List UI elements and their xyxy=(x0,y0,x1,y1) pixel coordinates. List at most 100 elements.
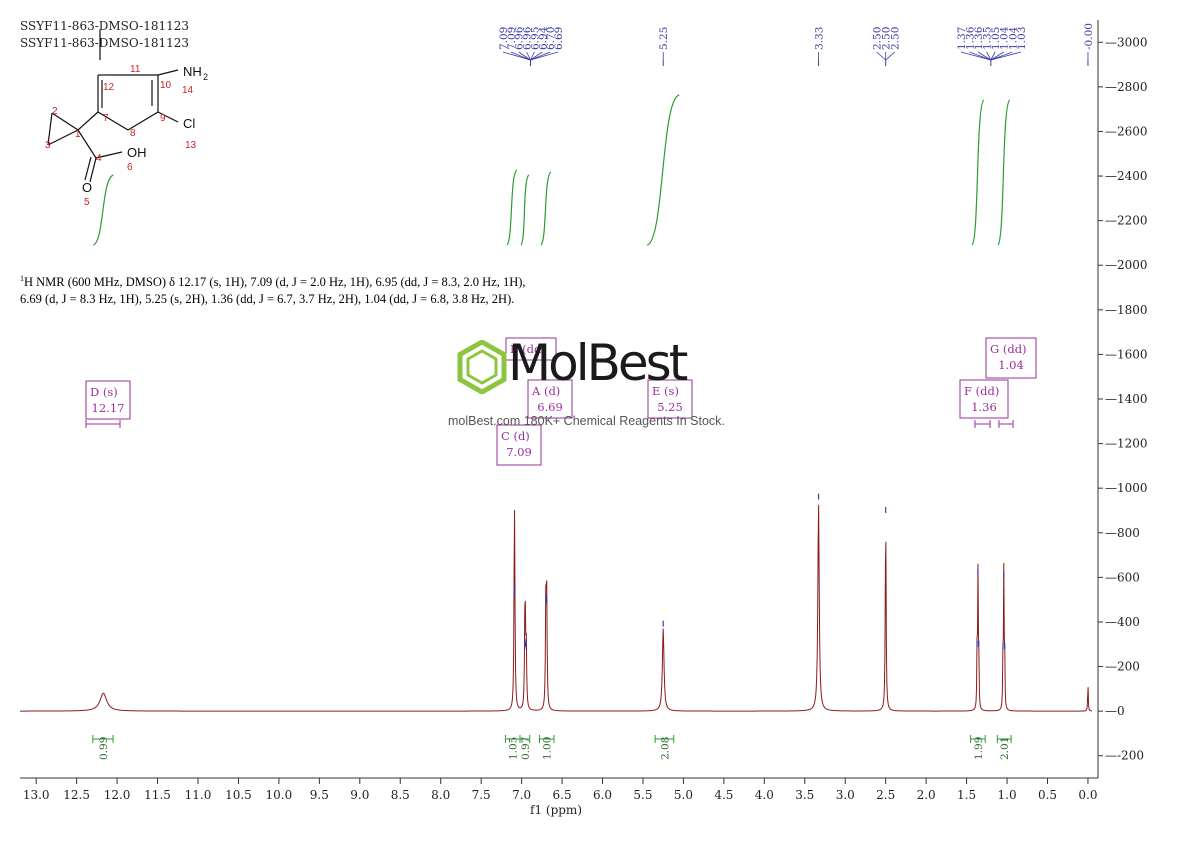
peak-shift-label: 1.36 xyxy=(973,26,985,50)
watermark-brand: MolBest xyxy=(508,334,688,392)
peak-label-leader xyxy=(502,51,531,61)
multiplet-box xyxy=(496,424,542,466)
peak-label-leader xyxy=(510,51,531,61)
multiplet-box xyxy=(985,337,1037,379)
y-tick-label: —1400 xyxy=(1105,392,1148,406)
y-tick-label: —1600 xyxy=(1105,347,1148,361)
peak-shift-label: 7.09 xyxy=(498,27,510,50)
peak-shift-label: 1.04 xyxy=(1007,26,1019,50)
peak-shift-label: 6.94 xyxy=(537,26,549,50)
structure-bond xyxy=(51,112,79,131)
structure-atom-label: OH xyxy=(127,145,147,160)
structure-atom-label: 7 xyxy=(103,113,109,124)
y-tick-label: —800 xyxy=(1105,526,1140,540)
peak-label-leader xyxy=(530,51,543,61)
peak-shift-label: 2.50 xyxy=(881,27,893,50)
peak-label-leader xyxy=(990,51,1021,61)
x-tick-label: 11.0 xyxy=(185,788,212,802)
structure-bond xyxy=(47,112,53,146)
peak-shift-label: 6.95 xyxy=(529,27,541,50)
structure-atom-label: 9 xyxy=(160,113,166,124)
peak-shift-label: 6.96 xyxy=(522,26,534,50)
structure-atom-label: 4 xyxy=(96,153,102,164)
multiplet-label: G (dd) xyxy=(990,342,1027,356)
peak-label-leader xyxy=(530,51,535,61)
x-tick-label: 0.0 xyxy=(1078,788,1097,802)
peak-shift-label: 6.70 xyxy=(545,27,557,50)
multiplet-shift: 7.09 xyxy=(506,445,532,459)
peak-shift-label: 1.36 xyxy=(964,26,976,50)
structure-bond xyxy=(97,111,129,131)
y-tick-label: —2400 xyxy=(1105,169,1148,183)
peak-shift-label: -0.00 xyxy=(1083,23,1095,50)
x-tick-label: 10.0 xyxy=(266,788,293,802)
peak-label-leader xyxy=(990,51,996,61)
x-tick-label: 13.0 xyxy=(23,788,50,802)
multiplet-label: B (dd) xyxy=(510,342,546,356)
sample-id-line-2: SSYF11-863-DMSO-181123 xyxy=(20,36,190,50)
integral-value: 2.01 xyxy=(999,737,1011,760)
structure-bond xyxy=(89,157,97,183)
structure-bond xyxy=(127,111,159,131)
y-tick-label: —3000 xyxy=(1105,35,1148,49)
structure-bond xyxy=(84,156,92,181)
multiplet-shift: 1.04 xyxy=(998,358,1024,372)
structure-atom-label: NH xyxy=(183,64,202,79)
x-tick-label: 5.5 xyxy=(633,788,652,802)
structure-atom-label: 5 xyxy=(84,197,90,208)
peak-label-leader xyxy=(526,51,531,61)
peak-label-leader xyxy=(885,51,895,61)
multiplet-shift: 5.25 xyxy=(657,400,683,414)
peak-shift-label: 1.04 xyxy=(999,26,1011,50)
multiplet-box xyxy=(527,379,573,419)
y-tick-label: —1800 xyxy=(1105,303,1148,317)
sample-id-line-1: SSYF11-863-DMSO-181123 xyxy=(20,19,190,33)
x-tick-label: 1.5 xyxy=(957,788,976,802)
peak-label-leader xyxy=(977,51,992,61)
structure-atom-label: 10 xyxy=(160,80,172,91)
y-tick-label: —200 xyxy=(1105,660,1140,674)
x-tick-label: 3.0 xyxy=(836,788,855,802)
nmr-isotope: 1 xyxy=(20,274,24,283)
multiplet-label: D (s) xyxy=(90,385,118,399)
structure-atom-label: Cl xyxy=(183,116,195,131)
structure-atom-label: 13 xyxy=(185,140,197,151)
spectrum-trace xyxy=(20,504,1093,712)
x-tick-label: 3.5 xyxy=(795,788,814,802)
y-tick-label: —1200 xyxy=(1105,437,1148,451)
peak-shift-label: 1.37 xyxy=(956,27,968,50)
structure-atom-label: 11 xyxy=(130,64,141,75)
integral-curve xyxy=(971,99,985,246)
peak-shift-label: 5.25 xyxy=(658,27,670,50)
integral-value: 0.97 xyxy=(520,737,532,760)
structure-atom-label: O xyxy=(82,180,92,195)
integral-curve xyxy=(540,171,552,246)
x-tick-label: 2.5 xyxy=(876,788,895,802)
peak-shift-label: 1.05 xyxy=(990,27,1002,50)
multiplet-box xyxy=(647,379,693,419)
multiplet-shift: 6.69 xyxy=(537,400,563,414)
x-tick-label: 7.5 xyxy=(472,788,491,802)
peak-shift-label: 2.50 xyxy=(872,27,884,50)
integral-value: 1.00 xyxy=(542,737,554,760)
peak-shift-label: 6.96 xyxy=(514,26,526,50)
peak-label-leader xyxy=(518,51,531,61)
structure-atom-label: 2 xyxy=(203,72,208,82)
x-tick-label: 1.0 xyxy=(998,788,1017,802)
peak-shift-label: 1.03 xyxy=(1016,27,1028,50)
integral-curve xyxy=(520,174,530,246)
x-tick-label: 0.5 xyxy=(1038,788,1057,802)
y-tick-label: —0 xyxy=(1105,704,1125,718)
y-tick-label: —1000 xyxy=(1105,481,1148,495)
integral-value: 0.99 xyxy=(98,737,110,760)
x-tick-label: 8.0 xyxy=(431,788,450,802)
structure-atom-label: 12 xyxy=(103,82,115,93)
structure-atom-label: 14 xyxy=(182,85,194,96)
x-tick-label: 9.5 xyxy=(310,788,329,802)
x-tick-label: 6.5 xyxy=(553,788,572,802)
peak-label-leader xyxy=(530,51,559,61)
structure-atom-label: 8 xyxy=(130,128,136,139)
structure-atom-label: 1 xyxy=(75,129,81,140)
peak-label-leader xyxy=(986,51,992,61)
